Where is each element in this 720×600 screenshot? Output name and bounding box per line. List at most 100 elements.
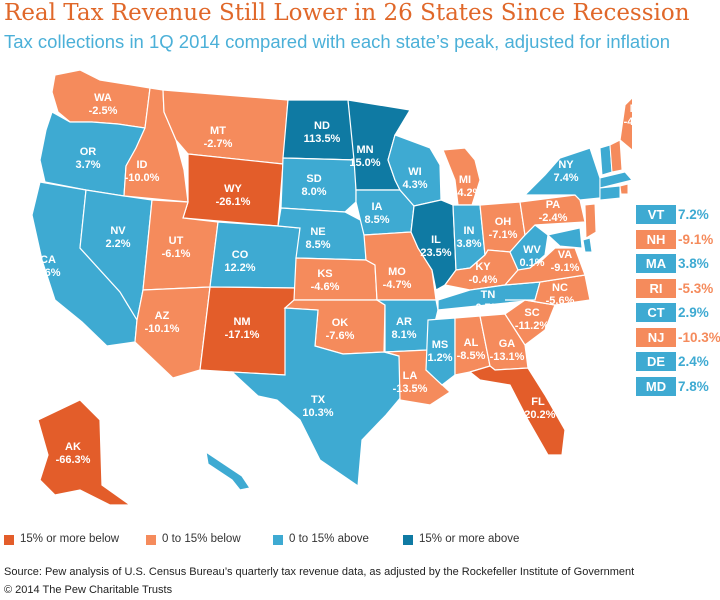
legend-swatch — [403, 535, 413, 545]
state-value-nm: -17.1% — [225, 329, 260, 341]
legend-swatch — [4, 535, 14, 545]
state-label-va: VA — [558, 249, 573, 261]
small-state-abbr: MA — [636, 254, 676, 273]
state-value-ny: 7.4% — [553, 172, 578, 184]
state-label-ga: GA — [499, 338, 516, 350]
state-md — [546, 227, 583, 249]
state-value-mt: -2.7% — [204, 138, 233, 150]
legend-swatch — [146, 535, 156, 545]
state-value-tx: 10.3% — [302, 407, 333, 419]
state-value-ms: 1.2% — [427, 352, 452, 364]
state-label-ar: AR — [396, 316, 412, 328]
state-label-wa: WA — [94, 92, 112, 104]
map-subtitle: Tax collections in 1Q 2014 compared with… — [4, 31, 671, 52]
state-value-ks: -4.6% — [311, 281, 340, 293]
state-label-ak: AK — [65, 441, 81, 453]
state-label-nc: NC — [552, 282, 568, 294]
state-label-ky: KY — [475, 261, 491, 273]
state-me — [619, 97, 632, 151]
legend-label: 0 to 15% below — [162, 533, 241, 545]
state-label-tx: TX — [311, 394, 326, 406]
us-state-map: WA-2.5% OR3.7% CA5.6% ID-10.0% NV2.2% MT-2.7%… — [31, 69, 632, 522]
state-value-wy: -26.1% — [216, 196, 251, 208]
state-label-nv: NV — [110, 225, 126, 237]
state-value-nc: -5.6% — [546, 295, 575, 307]
state-label-wy: WY — [224, 183, 242, 195]
state-value-pa: -2.4% — [539, 212, 568, 224]
state-value-ok: -7.6% — [326, 330, 355, 342]
state-label-or: OR — [80, 146, 97, 158]
state-co — [209, 221, 301, 289]
source-note: Source: Pew analysis of U.S. Census Bure… — [4, 566, 635, 578]
state-value-sd: 8.0% — [301, 186, 326, 198]
small-state-value: 3.8% — [678, 256, 709, 271]
small-state-abbr: VT — [636, 205, 676, 224]
state-value-ut: -6.1% — [162, 248, 191, 260]
state-mi — [442, 147, 481, 206]
state-label-mt: MT — [210, 125, 226, 137]
small-state-abbr: DE — [636, 352, 676, 371]
state-ks — [293, 257, 378, 301]
state-ma — [599, 171, 632, 189]
state-label-ca: CA — [40, 254, 56, 266]
state-value-in: 3.8% — [456, 238, 481, 250]
state-de — [582, 237, 593, 253]
state-value-ar: 8.1% — [391, 329, 416, 341]
state-ct — [599, 185, 621, 201]
state-value-oh: -7.1% — [489, 229, 518, 241]
small-state-value: 2.9% — [678, 305, 709, 320]
state-value-wi: 4.3% — [402, 179, 427, 191]
state-value-nv: 2.2% — [105, 238, 130, 250]
state-label-wv: WV — [523, 244, 541, 256]
small-state-abbr: RI — [636, 278, 676, 298]
state-label-pa: PA — [546, 199, 561, 211]
small-state-abbr: MD — [636, 376, 676, 396]
small-state-value: -10.3% — [678, 329, 720, 345]
small-state-value: -9.1% — [678, 231, 714, 247]
state-value-il: 23.5% — [420, 247, 451, 259]
state-label-mn: MN — [356, 144, 373, 156]
state-value-wa: -2.5% — [89, 105, 118, 117]
small-state-value: -5.3% — [678, 280, 714, 296]
small-state-value: 7.8% — [678, 378, 709, 394]
state-label-ks: KS — [317, 268, 332, 280]
state-label-hi: HI — [239, 497, 250, 509]
state-ak — [37, 399, 132, 506]
state-value-tn: 0.7% — [475, 302, 500, 314]
state-label-il: IL — [431, 234, 441, 246]
legend-label: 15% or more below — [20, 533, 120, 545]
state-label-sd: SD — [306, 173, 321, 185]
copyright-note: © 2014 The Pew Charitable Trusts — [4, 584, 173, 596]
state-value-fl: -20.2% — [521, 409, 556, 421]
state-value-sc: -11.2% — [515, 320, 549, 332]
state-label-la: LA — [403, 370, 418, 382]
small-state-row-ct: CT 2.9% — [636, 303, 720, 322]
small-state-row-de: DE 2.4% — [636, 352, 720, 371]
state-value-az: -10.1% — [145, 323, 180, 335]
state-value-co: 12.2% — [224, 262, 255, 274]
state-label-nm: NM — [233, 316, 250, 328]
map-legend: 15% or more below 0 to 15% below 0 to 15% … — [0, 531, 720, 549]
state-value-me: -4.5% — [624, 116, 632, 128]
state-label-az: AZ — [155, 310, 170, 322]
state-hi — [205, 450, 251, 491]
state-label-nd: ND — [314, 120, 330, 132]
map-title: Real Tax Revenue Still Lower in 26 State… — [4, 0, 690, 26]
state-il — [410, 199, 457, 291]
legend-label: 15% or more above — [419, 533, 520, 545]
state-sd — [280, 157, 357, 213]
state-value-ia: 8.5% — [364, 214, 389, 226]
state-value-mi: -14.2% — [448, 187, 483, 199]
state-value-va: -9.1% — [551, 262, 580, 274]
state-label-mi: MI — [459, 174, 471, 186]
state-label-ny: NY — [558, 159, 574, 171]
state-sc — [504, 299, 556, 346]
small-state-value: 7.2% — [678, 207, 709, 222]
state-fl — [468, 365, 566, 456]
state-nc — [505, 274, 591, 306]
state-nh — [609, 139, 623, 173]
state-value-hi: 6.4% — [231, 510, 256, 522]
state-ri — [619, 183, 629, 195]
state-label-in: IN — [464, 225, 475, 237]
state-value-mn: 15.0% — [349, 157, 380, 169]
